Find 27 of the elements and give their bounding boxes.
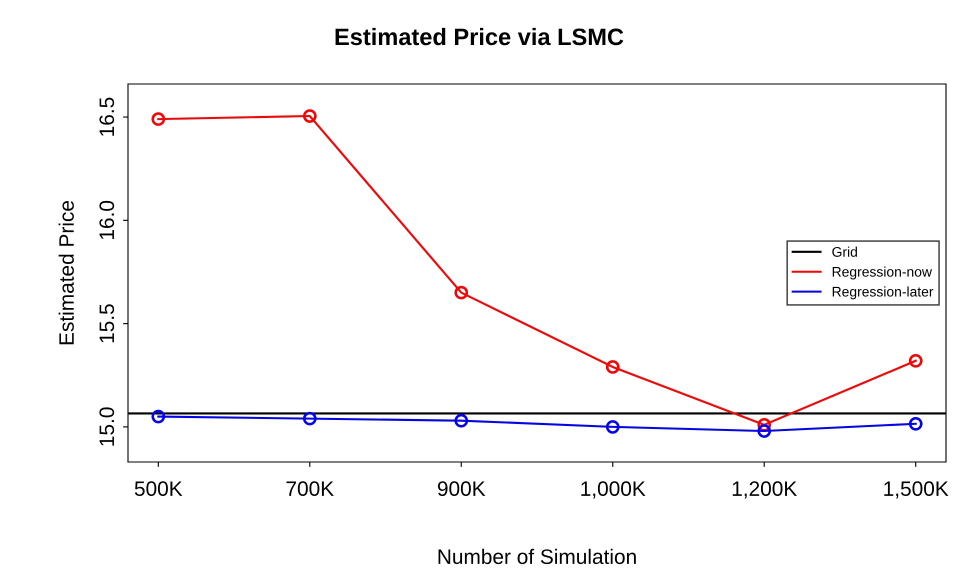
chart-title: Estimated Price via LSMC (336, 28, 624, 46)
y-tick-label: 15.0 (99, 407, 114, 446)
x-tick-label: 1,000K (581, 481, 646, 499)
point (151, 410, 166, 424)
y-tick-label: 16.5 (99, 98, 114, 136)
x-tick-label: 1,200K (732, 481, 798, 499)
legend-label: Regression-later (832, 286, 934, 300)
y-tick-label: 15.5 (100, 304, 114, 342)
x-axis-title: Number of Simulation (438, 548, 636, 564)
point (454, 286, 468, 300)
point (908, 416, 923, 431)
point (302, 412, 317, 426)
point (454, 414, 468, 428)
point (908, 354, 923, 368)
x-tick-label: 900K (438, 481, 486, 496)
x-tick-label: 700K (286, 481, 334, 496)
point (606, 420, 620, 434)
legend-label: Grid (832, 246, 857, 257)
point (302, 109, 317, 123)
legend-label: Regression-now (832, 266, 932, 280)
point (757, 424, 772, 438)
y-tick-label: 16.0 (99, 200, 114, 240)
point (151, 112, 166, 126)
x-tick-label: 1,500K (884, 481, 948, 499)
point (606, 360, 620, 374)
y-axis-title: Estimated Price (58, 200, 74, 344)
x-tick-label: 500K (134, 481, 182, 496)
